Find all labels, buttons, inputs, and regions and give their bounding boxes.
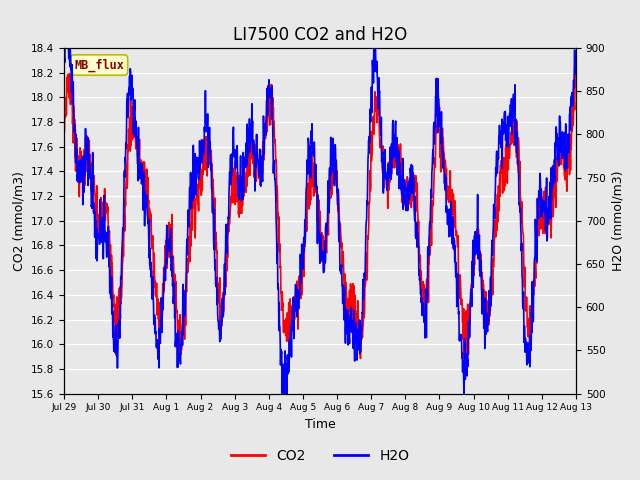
Text: MB_flux: MB_flux bbox=[74, 59, 124, 72]
Legend: CO2, H2O: CO2, H2O bbox=[225, 443, 415, 468]
Title: LI7500 CO2 and H2O: LI7500 CO2 and H2O bbox=[233, 25, 407, 44]
Y-axis label: CO2 (mmol/m3): CO2 (mmol/m3) bbox=[12, 171, 26, 271]
X-axis label: Time: Time bbox=[305, 418, 335, 431]
Y-axis label: H2O (mmol/m3): H2O (mmol/m3) bbox=[611, 170, 624, 271]
